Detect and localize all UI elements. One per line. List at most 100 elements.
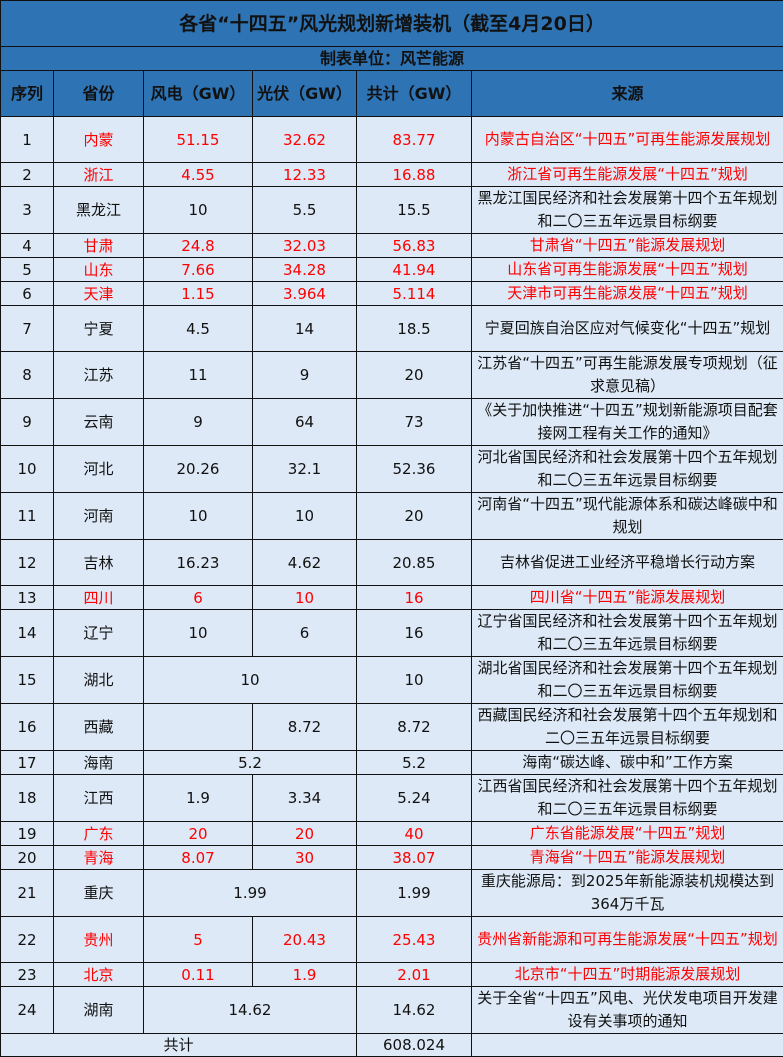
- cell-source: 关于全省“十四五”风电、光伏发电项目开发建设有关事项的通知: [472, 987, 783, 1034]
- cell-total: 38.07: [357, 846, 472, 870]
- cell-wind: 8.07: [144, 846, 253, 870]
- footer-total: 608.024: [357, 1034, 472, 1057]
- cell-wind: 51.15: [144, 117, 253, 163]
- cell-solar: 5.5: [253, 187, 357, 234]
- cell-total: 15.5: [357, 187, 472, 234]
- cell-wind-solar-combined: 10: [144, 657, 357, 704]
- cell-source: 贵州省新能源和可再生能源发展“十四五”规划: [472, 917, 783, 963]
- cell-no: 3: [1, 187, 54, 234]
- cell-wind: 16.23: [144, 540, 253, 586]
- cell-solar: 3.964: [253, 282, 357, 306]
- cell-source: 浙江省可再生能源发展“十四五”规划: [472, 163, 783, 187]
- cell-total: 18.5: [357, 306, 472, 352]
- cell-province: 宁夏: [54, 306, 144, 352]
- cell-source: 西藏国民经济和社会发展第十四个五年规划和二〇三五年远景目标纲要: [472, 704, 783, 751]
- cell-total: 14.62: [357, 987, 472, 1034]
- cell-source: 江苏省“十四五”可再生能源发展专项规划（征求意见稿）: [472, 352, 783, 399]
- col-header-source: 来源: [472, 71, 783, 117]
- cell-wind-solar-combined: 14.62: [144, 987, 357, 1034]
- cell-wind: 5: [144, 917, 253, 963]
- cell-wind: 24.8: [144, 234, 253, 258]
- cell-wind: 4.5: [144, 306, 253, 352]
- cell-province: 广东: [54, 822, 144, 846]
- footer-row: 共计 608.024: [1, 1034, 783, 1057]
- table-title: 各省“十四五”风光规划新增装机（截至4月20日）: [1, 1, 783, 47]
- cell-total: 16: [357, 610, 472, 657]
- cell-total: 41.94: [357, 258, 472, 282]
- cell-no: 16: [1, 704, 54, 751]
- cell-province: 北京: [54, 963, 144, 987]
- cell-province: 天津: [54, 282, 144, 306]
- cell-solar: 10: [253, 493, 357, 540]
- cell-solar: 32.1: [253, 446, 357, 493]
- col-header-total: 共计（GW）: [357, 71, 472, 117]
- cell-wind: 10: [144, 610, 253, 657]
- cell-total: 25.43: [357, 917, 472, 963]
- cell-solar: 9: [253, 352, 357, 399]
- cell-province: 贵州: [54, 917, 144, 963]
- cell-wind: 11: [144, 352, 253, 399]
- cell-no: 2: [1, 163, 54, 187]
- cell-no: 17: [1, 751, 54, 775]
- cell-province: 江苏: [54, 352, 144, 399]
- cell-total: 1.99: [357, 870, 472, 917]
- cell-solar: 3.34: [253, 775, 357, 822]
- cell-total: 20.85: [357, 540, 472, 586]
- cell-source: 四川省“十四五”能源发展规划: [472, 586, 783, 610]
- cell-source: 宁夏回族自治区应对气候变化“十四五”规划: [472, 306, 783, 352]
- cell-total: 40: [357, 822, 472, 846]
- cell-wind: 4.55: [144, 163, 253, 187]
- footer-label: 共计: [1, 1034, 357, 1057]
- cell-source: 山东省可再生能源发展“十四五”规划: [472, 258, 783, 282]
- cell-total: 5.114: [357, 282, 472, 306]
- cell-province: 云南: [54, 399, 144, 446]
- cell-source: 广东省能源发展“十四五”规划: [472, 822, 783, 846]
- cell-source: 重庆能源局：到2025年新能源装机规模达到364万千瓦: [472, 870, 783, 917]
- cell-wind: 10: [144, 493, 253, 540]
- cell-source: 内蒙古自治区“十四五”可再生能源发展规划: [472, 117, 783, 163]
- cell-no: 5: [1, 258, 54, 282]
- cell-province: 湖北: [54, 657, 144, 704]
- cell-province: 山东: [54, 258, 144, 282]
- cell-total: 83.77: [357, 117, 472, 163]
- col-header-no: 序列: [1, 71, 54, 117]
- cell-no: 22: [1, 917, 54, 963]
- cell-no: 8: [1, 352, 54, 399]
- cell-province: 江西: [54, 775, 144, 822]
- cell-source: 黑龙江国民经济和社会发展第十四个五年规划和二〇三五年远景目标纲要: [472, 187, 783, 234]
- cell-no: 24: [1, 987, 54, 1034]
- cell-total: 10: [357, 657, 472, 704]
- cell-wind: 0.11: [144, 963, 253, 987]
- cell-source: 湖北省国民经济和社会发展第十四个五年规划和二〇三五年远景目标纲要: [472, 657, 783, 704]
- cell-no: 20: [1, 846, 54, 870]
- cell-source: 河南省“十四五”现代能源体系和碳达峰碳中和规划: [472, 493, 783, 540]
- cell-total: 52.36: [357, 446, 472, 493]
- cell-total: 56.83: [357, 234, 472, 258]
- cell-no: 15: [1, 657, 54, 704]
- cell-wind: 6: [144, 586, 253, 610]
- cell-source: 北京市“十四五”时期能源发展规划: [472, 963, 783, 987]
- cell-no: 23: [1, 963, 54, 987]
- cell-province: 四川: [54, 586, 144, 610]
- cell-source: 江西省国民经济和社会发展第十四个五年规划和二〇三五年远景目标纲要: [472, 775, 783, 822]
- cell-province: 湖南: [54, 987, 144, 1034]
- cell-solar: 32.03: [253, 234, 357, 258]
- cell-no: 11: [1, 493, 54, 540]
- col-header-province: 省份: [54, 71, 144, 117]
- cell-no: 13: [1, 586, 54, 610]
- cell-wind: 7.66: [144, 258, 253, 282]
